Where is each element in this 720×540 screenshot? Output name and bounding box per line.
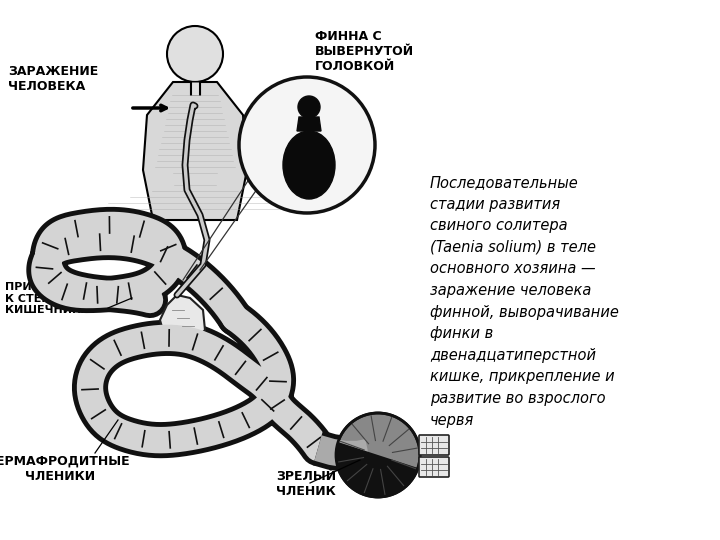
Polygon shape xyxy=(336,442,418,497)
Polygon shape xyxy=(297,117,321,131)
Text: ЗРЕЛЫЙ
ЧЛЕНИК: ЗРЕЛЫЙ ЧЛЕНИК xyxy=(276,470,336,498)
Ellipse shape xyxy=(283,131,335,199)
Text: ЗАРАЖЕНИЕ
ЧЕЛОВЕКА: ЗАРАЖЕНИЕ ЧЕЛОВЕКА xyxy=(8,65,98,93)
FancyBboxPatch shape xyxy=(419,457,449,477)
Circle shape xyxy=(336,413,420,497)
Polygon shape xyxy=(143,82,247,220)
Text: ПРИКРЕПЛЕНИЕ
К СТЕНКЕ
КИШЕЧНИКА: ПРИКРЕПЛЕНИЕ К СТЕНКЕ КИШЕЧНИКА xyxy=(5,282,109,315)
Circle shape xyxy=(239,77,375,213)
Text: ФИННА С
ВЫВЕРНУТОЙ
ГОЛОВКОЙ: ФИННА С ВЫВЕРНУТОЙ ГОЛОВКОЙ xyxy=(315,30,414,73)
Text: ГЕРМАФРОДИТНЫЕ
ЧЛЕНИКИ: ГЕРМАФРОДИТНЫЕ ЧЛЕНИКИ xyxy=(0,455,131,483)
Ellipse shape xyxy=(298,96,320,118)
Text: Последовательные
стадии развития
свиного солитера
(Taenia solium) в теле
основно: Последовательные стадии развития свиного… xyxy=(430,175,619,428)
FancyBboxPatch shape xyxy=(419,435,449,455)
Circle shape xyxy=(167,26,223,82)
Polygon shape xyxy=(160,295,205,348)
